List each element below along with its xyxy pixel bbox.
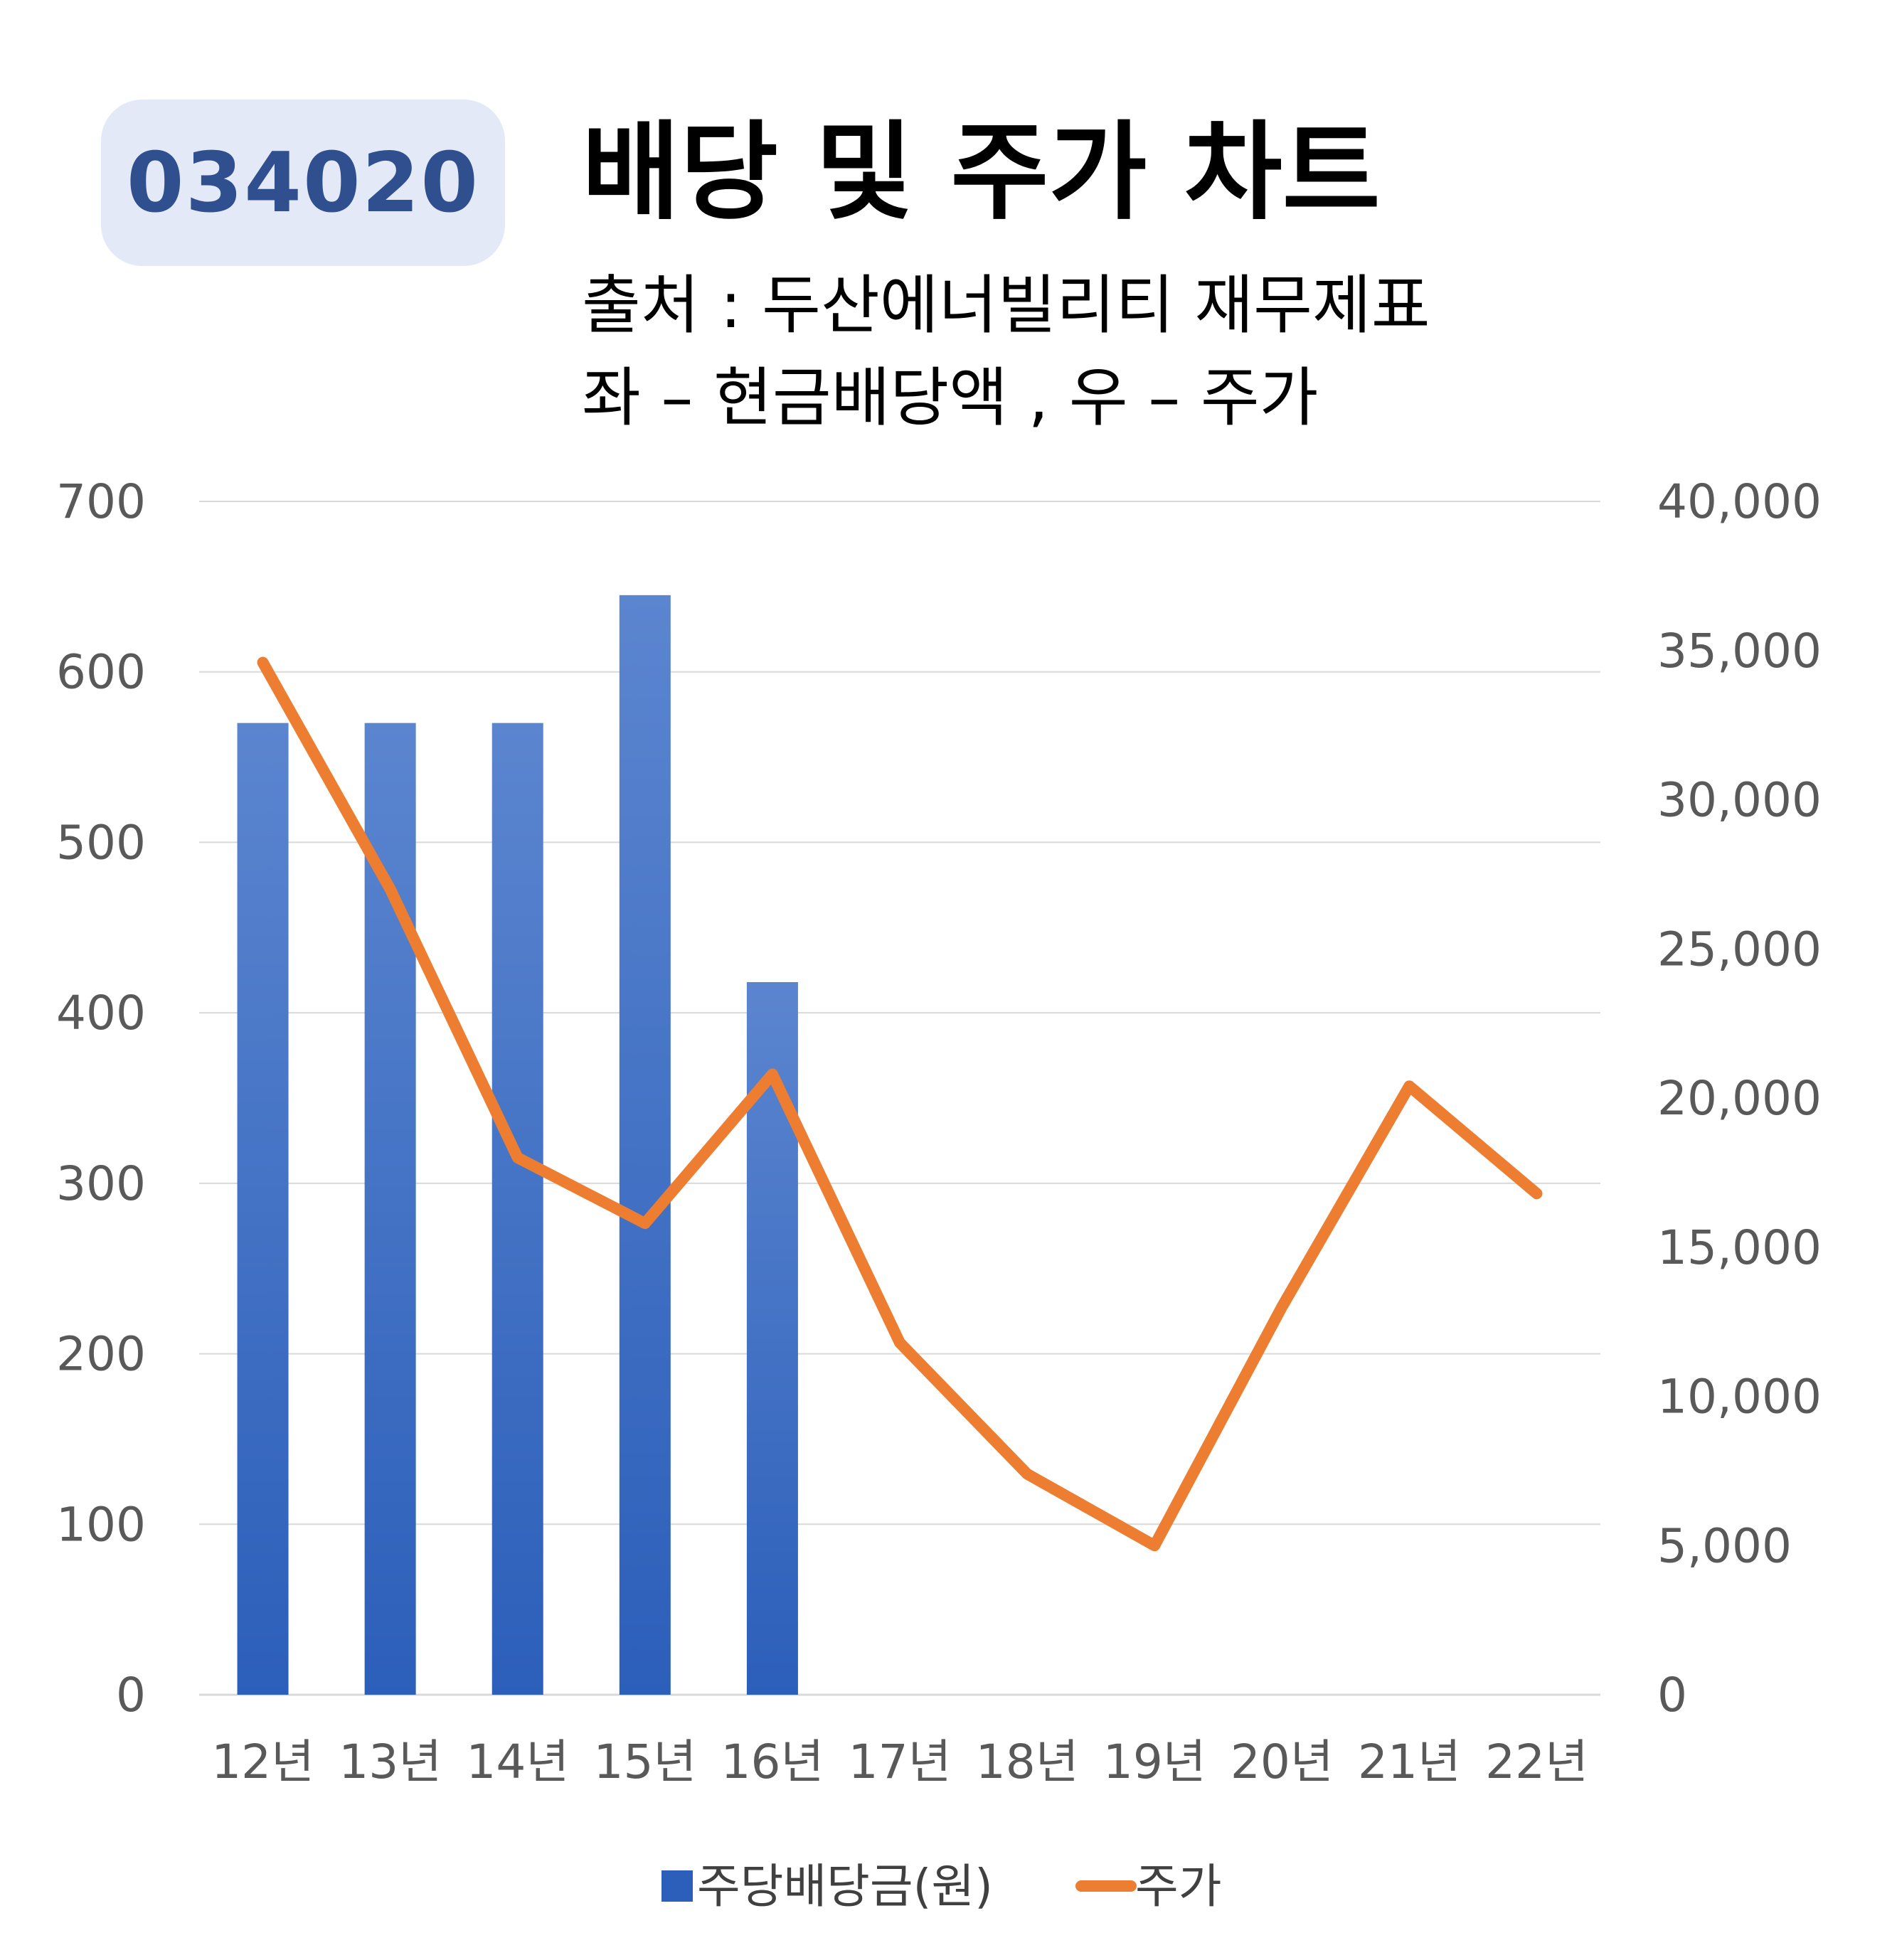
price-point <box>899 1341 900 1343</box>
price-point <box>1026 1473 1029 1475</box>
x-tick-label: 17년 <box>849 1735 952 1789</box>
right-tick-label: 0 <box>1657 1668 1687 1722</box>
price-point <box>1408 1085 1410 1087</box>
price-point <box>389 888 391 890</box>
x-tick-label: 20년 <box>1231 1735 1334 1789</box>
ticker-badge: 034020 <box>101 100 505 266</box>
dividend-bar <box>237 723 289 1695</box>
right-tick-label: 15,000 <box>1657 1220 1822 1275</box>
x-tick-label: 14년 <box>466 1735 569 1789</box>
legend: 주당배당금(원) 주가 <box>661 1859 1221 1914</box>
x-tick-label: 15년 <box>593 1735 696 1789</box>
right-tick-label: 10,000 <box>1657 1370 1822 1424</box>
right-tick-label: 25,000 <box>1657 922 1822 976</box>
left-tick-label: 700 <box>56 474 146 529</box>
x-tick-label: 22년 <box>1485 1735 1588 1789</box>
price-point <box>771 1073 773 1075</box>
price-point <box>262 661 264 664</box>
source-line: 출처 : 두산에너빌리티 재무제표 <box>582 268 1430 343</box>
gridlines <box>199 501 1600 1696</box>
left-tick-label: 300 <box>56 1156 146 1211</box>
legend-bar-label: 주당배당금(원) <box>697 1859 993 1914</box>
right-tick-label: 5,000 <box>1657 1518 1792 1573</box>
right-tick-label: 35,000 <box>1657 624 1822 678</box>
left-tick-label: 400 <box>56 986 146 1040</box>
right-tick-label: 40,000 <box>1657 474 1822 529</box>
x-tick-label: 13년 <box>339 1735 442 1789</box>
x-axis-ticks: 12년 13년 14년 15년 16년 17년 18년 19년 20년 21년 22년 <box>211 1735 1588 1789</box>
price-point <box>644 1223 646 1225</box>
price-point <box>1281 1306 1283 1308</box>
ticker-code: 034020 <box>126 134 480 231</box>
right-tick-label: 20,000 <box>1657 1071 1822 1126</box>
right-tick-label: 30,000 <box>1657 773 1822 828</box>
price-point <box>1154 1545 1156 1547</box>
axes-note: 좌 – 현금배당액 , 우 – 주가 <box>582 361 1319 435</box>
x-tick-label: 12년 <box>211 1735 314 1789</box>
left-tick-label: 200 <box>56 1327 146 1382</box>
left-tick-label: 500 <box>56 815 146 870</box>
price-line <box>257 656 1543 1552</box>
price-line-series <box>257 656 1543 1552</box>
left-tick-label: 0 <box>116 1668 146 1722</box>
dividend-bars <box>237 595 798 1695</box>
left-axis-ticks: 0 100 200 300 400 500 600 700 <box>56 474 146 1722</box>
x-tick-label: 16년 <box>721 1735 824 1789</box>
right-axis-ticks: 0 5,000 10,000 15,000 20,000 25,000 30,000 35,0… <box>1657 474 1822 1722</box>
legend-line-label: 주가 <box>1135 1859 1221 1914</box>
legend-bar-swatch <box>661 1870 693 1902</box>
price-point <box>1536 1193 1538 1195</box>
left-tick-label: 600 <box>56 645 146 700</box>
price-point <box>516 1156 519 1159</box>
left-tick-label: 100 <box>56 1497 146 1552</box>
dividend-bar <box>619 595 671 1695</box>
x-tick-label: 19년 <box>1103 1735 1206 1789</box>
dividend-bar <box>491 723 543 1695</box>
x-tick-label: 18년 <box>976 1735 1079 1789</box>
chart-title: 배당 및 주가 차트 <box>582 111 1381 235</box>
x-tick-label: 21년 <box>1358 1735 1461 1789</box>
